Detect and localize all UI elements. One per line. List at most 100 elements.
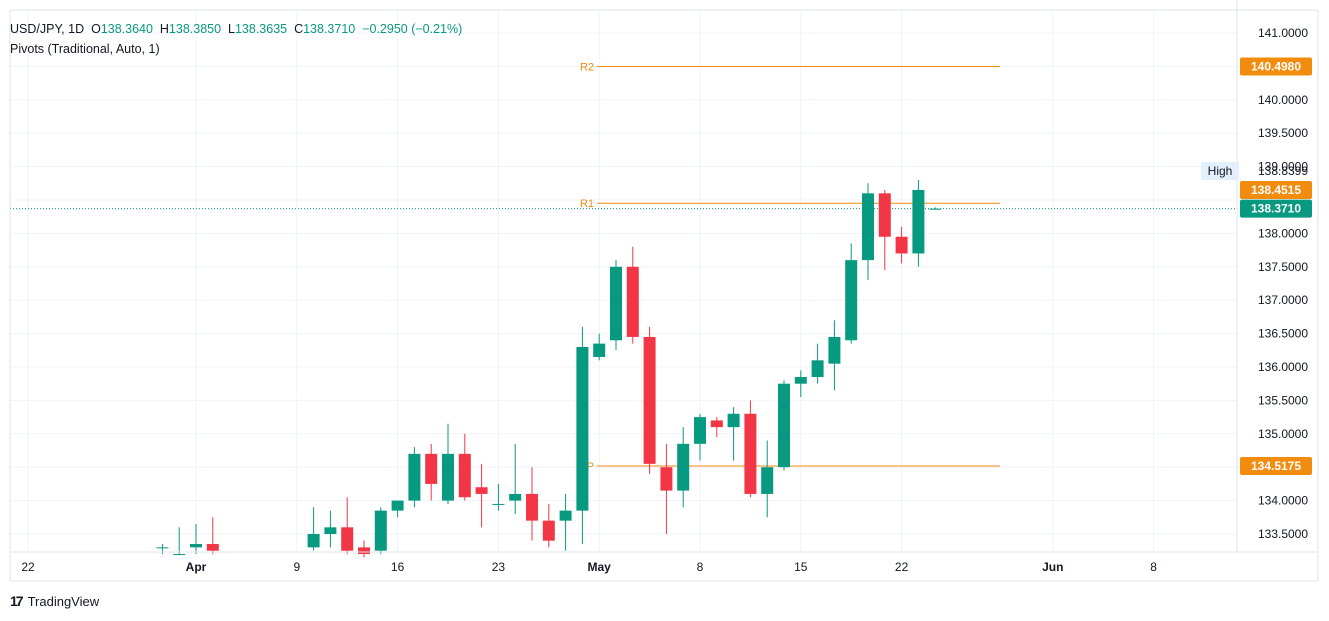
price-tick-label: 134.0000 xyxy=(1258,494,1308,508)
candle xyxy=(862,183,874,281)
time-tick-label: 8 xyxy=(1150,560,1157,574)
time-tick-label: 8 xyxy=(697,560,704,574)
candle xyxy=(912,179,925,267)
candle xyxy=(727,407,740,461)
time-tick-label: 22 xyxy=(895,560,909,574)
candle xyxy=(173,527,186,556)
price-tick-label: 140.0000 xyxy=(1258,93,1308,107)
low-value: 138.3635 xyxy=(234,22,288,36)
candle-body xyxy=(206,544,219,551)
tradingview-logo[interactable]: 17 TradingView xyxy=(10,593,99,609)
price-tick-label: 136.5000 xyxy=(1258,327,1308,341)
candle xyxy=(559,493,572,551)
tv-logo-icon: 17 xyxy=(10,593,24,609)
price-axis[interactable]: 141.0000 140.0000 139.5000 139.0000 138.0000… xyxy=(1201,0,1329,552)
pivot-label-p: P xyxy=(587,461,594,473)
candle-body xyxy=(374,510,387,551)
candle-body xyxy=(660,467,673,491)
candle-body xyxy=(794,377,807,384)
price-tick-label: 137.5000 xyxy=(1258,260,1308,274)
candle-body xyxy=(307,534,320,548)
candle xyxy=(425,443,438,501)
price-tick-label: 136.0000 xyxy=(1258,360,1308,374)
price-tick-label: 139.5000 xyxy=(1258,126,1308,140)
time-tick-label: 9 xyxy=(293,560,300,574)
candle-body xyxy=(677,443,690,491)
candle xyxy=(341,497,354,555)
candle-body xyxy=(929,208,942,210)
candle-body xyxy=(710,420,723,428)
indicator-label[interactable]: Pivots (Traditional, Auto, 1) xyxy=(10,42,160,56)
candle-body xyxy=(727,413,740,428)
candle-body xyxy=(643,336,656,464)
candle xyxy=(156,544,169,555)
pivot-label-r2: R2 xyxy=(580,62,594,74)
candle-body xyxy=(341,527,354,551)
candle xyxy=(391,500,404,518)
pivot-r1-tag-label: 138.4515 xyxy=(1251,183,1301,197)
high-label-bg xyxy=(1201,162,1239,180)
time-tick-label: 23 xyxy=(492,560,506,574)
time-tick-label: Apr xyxy=(186,560,207,574)
candle-body xyxy=(358,547,370,555)
candle xyxy=(761,440,774,518)
candle xyxy=(643,326,656,474)
price-tick-label: 141.0000 xyxy=(1258,26,1308,40)
candle-body xyxy=(576,346,589,511)
candle-body xyxy=(324,527,337,534)
candle xyxy=(526,467,538,541)
price-tick-label: 138.0000 xyxy=(1258,226,1308,240)
candle xyxy=(358,540,370,558)
price-tick-label: 135.0000 xyxy=(1258,427,1308,441)
time-tick-label: 22 xyxy=(21,560,35,574)
candle xyxy=(794,370,807,398)
candle-body xyxy=(156,547,169,549)
time-tick-label: Jun xyxy=(1042,560,1063,574)
candle-body xyxy=(425,453,438,484)
candle xyxy=(593,333,606,361)
time-tick-label: May xyxy=(588,560,612,574)
candle xyxy=(626,246,639,344)
candle-body xyxy=(542,520,555,541)
candle xyxy=(458,433,471,501)
candle-body xyxy=(610,266,622,341)
candle-body xyxy=(811,360,824,378)
candle-body xyxy=(475,487,488,494)
price-tick-label: 137.0000 xyxy=(1258,293,1308,307)
candle-body xyxy=(862,193,874,261)
brand-name: TradingView xyxy=(27,593,100,609)
time-tick-label: 15 xyxy=(794,560,808,574)
candle xyxy=(442,423,454,504)
candle-body xyxy=(458,453,471,498)
candle xyxy=(324,510,337,548)
candle-body xyxy=(391,500,404,511)
candle xyxy=(895,226,908,264)
candle xyxy=(610,260,622,351)
time-axis[interactable]: 22 Apr 9 16 23 May 8 15 22 Jun 8 xyxy=(9,9,1319,582)
chart-legend: USD/JPY, 1D O138.3640 H138.3850 L138.363… xyxy=(10,20,462,58)
candle-body xyxy=(778,383,790,468)
candle-body xyxy=(509,493,522,501)
candle xyxy=(492,483,505,511)
close-label: C xyxy=(294,22,304,36)
pivot-r1-tag xyxy=(1240,181,1312,199)
last-price-tag-label: 138.3710 xyxy=(1251,202,1301,216)
candle-body xyxy=(694,417,706,444)
candle xyxy=(660,443,673,534)
candle-body xyxy=(492,503,505,505)
close-value: 138.3710 xyxy=(303,22,356,36)
candle xyxy=(542,503,555,548)
candle xyxy=(576,326,589,545)
candle xyxy=(206,517,219,555)
candle-body xyxy=(845,260,858,341)
ohlc-row: USD/JPY, 1D O138.3640 H138.3850 L138.363… xyxy=(10,20,462,38)
high-value: 138.3850 xyxy=(168,22,222,36)
high-label: High xyxy=(1208,164,1233,178)
candle-body xyxy=(559,510,572,521)
price-tick-label: 133.5000 xyxy=(1258,527,1308,541)
pivot-r2-tag xyxy=(1240,57,1312,76)
time-tick-label: 16 xyxy=(391,560,405,574)
pivot-p-tag xyxy=(1240,457,1312,476)
open-value: 138.3640 xyxy=(100,22,153,36)
